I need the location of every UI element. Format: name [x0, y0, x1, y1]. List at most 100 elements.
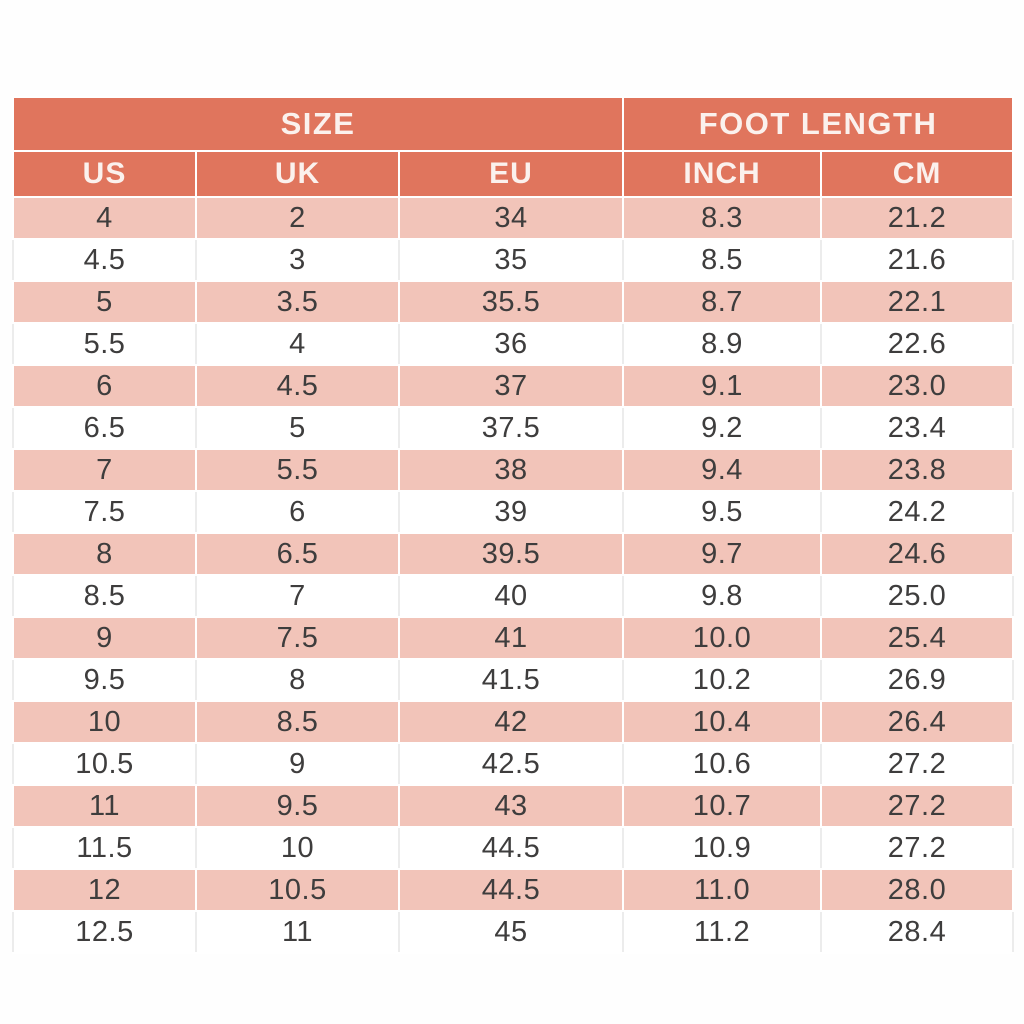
table-cell: 25.0: [820, 574, 1015, 618]
table-cell: 9.5: [622, 490, 823, 534]
table-cell: 12: [12, 868, 197, 912]
table-body: 4 2 34 8.3 21.2 4.5 3 35 8.5 21.6 5 3.5 35.5 8.7 22.1 5…: [12, 196, 1015, 954]
table-cell: 9.7: [622, 532, 823, 576]
table-cell: 41: [397, 616, 625, 660]
table-row: 11 9.5 43 10.7 27.2: [12, 784, 1015, 828]
table-cell: 9: [12, 616, 197, 660]
column-header-cm: CM: [820, 150, 1015, 198]
table-cell: 4.5: [12, 238, 197, 282]
table-cell: 45: [397, 910, 625, 954]
table-row: 8 6.5 39.5 9.7 24.6: [12, 532, 1015, 576]
table-row: 11.5 10 44.5 10.9 27.2: [12, 826, 1015, 870]
table-cell: 34: [397, 196, 625, 240]
table-cell: 3: [195, 238, 400, 282]
table-row: 7.5 6 39 9.5 24.2: [12, 490, 1015, 534]
table-cell: 8.5: [622, 238, 823, 282]
table-cell: 27.2: [820, 742, 1015, 786]
table-cell: 4.5: [195, 364, 400, 408]
table-cell: 11: [195, 910, 400, 954]
table-cell: 7.5: [12, 490, 197, 534]
table-cell: 6.5: [12, 406, 197, 450]
table-cell: 24.2: [820, 490, 1015, 534]
table-cell: 21.2: [820, 196, 1015, 240]
table-cell: 44.5: [397, 868, 625, 912]
table-cell: 39: [397, 490, 625, 534]
table-cell: 9.8: [622, 574, 823, 618]
table-cell: 9.5: [12, 658, 197, 702]
table-cell: 11.5: [12, 826, 197, 870]
table-cell: 3.5: [195, 280, 400, 324]
table-cell: 8.9: [622, 322, 823, 366]
table-row: 9.5 8 41.5 10.2 26.9: [12, 658, 1015, 702]
table-cell: 4: [195, 322, 400, 366]
table-cell: 37.5: [397, 406, 625, 450]
table-row: 6.5 5 37.5 9.2 23.4: [12, 406, 1015, 450]
table-cell: 8.5: [12, 574, 197, 618]
table-cell: 9.5: [195, 784, 400, 828]
table-cell: 8.5: [195, 700, 400, 744]
table-cell: 37: [397, 364, 625, 408]
table-cell: 6: [195, 490, 400, 534]
table-cell: 40: [397, 574, 625, 618]
table-cell: 8.3: [622, 196, 823, 240]
column-header-row: US UK EU INCH CM: [12, 150, 1015, 198]
group-header-row: SIZE FOOT LENGTH: [11, 96, 1015, 152]
table-cell: 24.6: [820, 532, 1015, 576]
table-cell: 27.2: [820, 826, 1015, 870]
table-cell: 41.5: [397, 658, 625, 702]
column-header-uk: UK: [195, 150, 400, 198]
table-cell: 7.5: [195, 616, 400, 660]
table-cell: 42.5: [397, 742, 625, 786]
foot-length-group-header: FOOT LENGTH: [622, 96, 1015, 152]
table-cell: 9.4: [622, 448, 823, 492]
table-cell: 11: [12, 784, 197, 828]
table-cell: 5.5: [12, 322, 197, 366]
table-row: 10 8.5 42 10.4 26.4: [12, 700, 1015, 744]
table-cell: 22.1: [820, 280, 1015, 324]
table-cell: 28.0: [820, 868, 1015, 912]
table-cell: 42: [397, 700, 625, 744]
table-cell: 9.2: [622, 406, 823, 450]
table-cell: 35.5: [397, 280, 625, 324]
column-header-inch: INCH: [622, 150, 823, 198]
table-cell: 5: [12, 280, 197, 324]
table-row: 10.5 9 42.5 10.6 27.2: [12, 742, 1015, 786]
table-row: 6 4.5 37 9.1 23.0: [12, 364, 1015, 408]
table-header: SIZE FOOT LENGTH US UK EU INCH CM: [11, 96, 1015, 198]
table-cell: 4: [12, 196, 197, 240]
column-header-eu: EU: [397, 150, 625, 198]
table-row: 4 2 34 8.3 21.2: [12, 196, 1015, 240]
table-cell: 38: [397, 448, 625, 492]
table-cell: 7: [12, 448, 197, 492]
table-cell: 26.4: [820, 700, 1015, 744]
table-cell: 23.4: [820, 406, 1015, 450]
table-cell: 8: [195, 658, 400, 702]
table-cell: 10.9: [622, 826, 823, 870]
table-cell: 23.0: [820, 364, 1015, 408]
table-row: 5 3.5 35.5 8.7 22.1: [12, 280, 1015, 324]
table-cell: 21.6: [820, 238, 1015, 282]
table-cell: 39.5: [397, 532, 625, 576]
table-cell: 10.5: [195, 868, 400, 912]
table-cell: 22.6: [820, 322, 1015, 366]
table-cell: 10.0: [622, 616, 823, 660]
size-group-header: SIZE: [11, 96, 625, 152]
table-cell: 28.4: [820, 910, 1015, 954]
table-cell: 12.5: [12, 910, 197, 954]
table-cell: 25.4: [820, 616, 1015, 660]
table-row: 7 5.5 38 9.4 23.8: [12, 448, 1015, 492]
table-cell: 7: [195, 574, 400, 618]
table-cell: 8: [12, 532, 197, 576]
table-cell: 26.9: [820, 658, 1015, 702]
table-row: 12 10.5 44.5 11.0 28.0: [12, 868, 1015, 912]
table-cell: 27.2: [820, 784, 1015, 828]
table-cell: 5: [195, 406, 400, 450]
column-header-us: US: [12, 150, 197, 198]
table-cell: 11.2: [622, 910, 823, 954]
table-cell: 10: [195, 826, 400, 870]
table-cell: 35: [397, 238, 625, 282]
table-row: 8.5 7 40 9.8 25.0: [12, 574, 1015, 618]
table-cell: 9: [195, 742, 400, 786]
table-cell: 6: [12, 364, 197, 408]
